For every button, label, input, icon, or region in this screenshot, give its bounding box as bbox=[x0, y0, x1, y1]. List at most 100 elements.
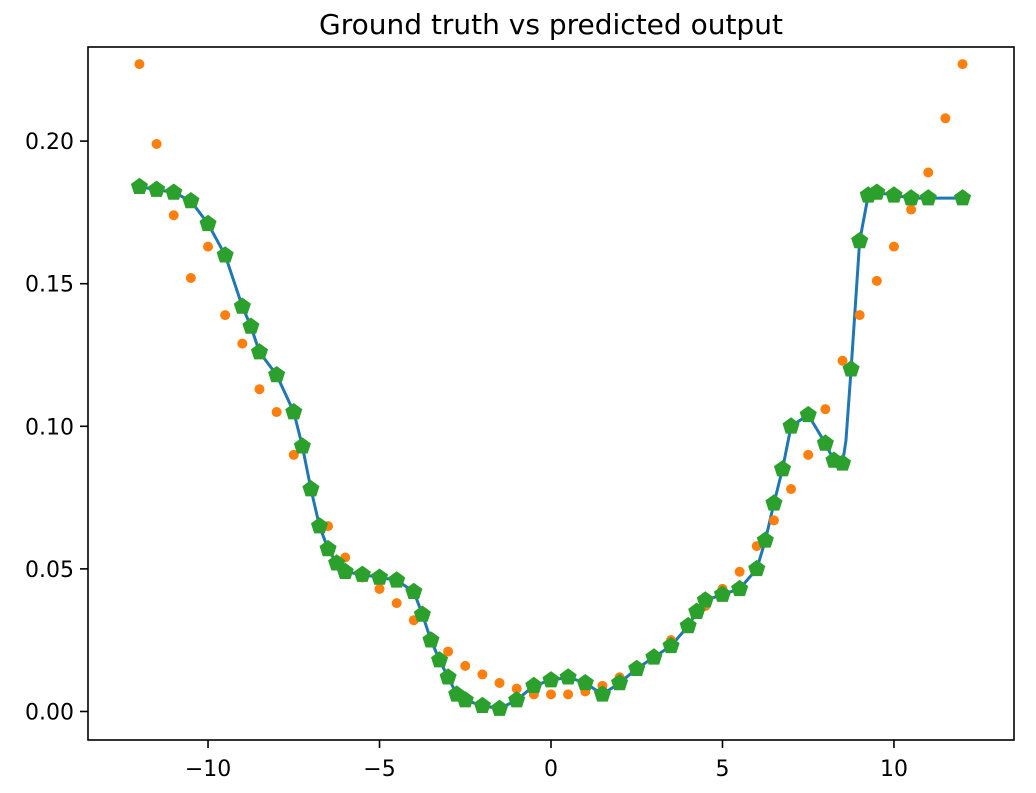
x-tick-label: 0 bbox=[544, 757, 558, 782]
data-point bbox=[374, 583, 385, 594]
data-marker bbox=[559, 668, 577, 685]
data-marker bbox=[542, 671, 560, 688]
data-marker bbox=[216, 246, 234, 263]
y-axis: 0.00 0.05 0.10 0.15 0.20 bbox=[25, 130, 88, 725]
data-marker bbox=[388, 571, 406, 588]
data-marker bbox=[293, 437, 311, 454]
data-point bbox=[494, 677, 505, 688]
y-tick-label: 0.20 bbox=[25, 130, 74, 155]
data-point bbox=[203, 241, 214, 252]
data-point bbox=[391, 598, 402, 609]
data-point bbox=[511, 683, 522, 694]
y-tick-label: 0.10 bbox=[25, 415, 74, 440]
data-marker bbox=[902, 189, 920, 206]
plot-frame bbox=[87, 46, 1015, 741]
data-marker bbox=[748, 559, 766, 577]
y-tick-label: 0.15 bbox=[25, 273, 74, 298]
data-marker bbox=[731, 579, 749, 597]
data-point bbox=[288, 449, 299, 460]
x-tick-label: 10 bbox=[880, 757, 908, 782]
chart-title: Ground truth vs predicted output bbox=[319, 8, 783, 41]
data-marker bbox=[508, 691, 526, 708]
data-marker bbox=[842, 360, 860, 377]
data-point bbox=[923, 167, 934, 178]
data-point bbox=[546, 689, 556, 700]
data-marker bbox=[353, 565, 371, 582]
data-point bbox=[786, 484, 797, 495]
data-marker bbox=[868, 183, 886, 200]
data-marker bbox=[370, 568, 389, 585]
data-point bbox=[768, 515, 779, 526]
data-marker bbox=[336, 562, 354, 580]
series-dots bbox=[134, 59, 968, 700]
series-line bbox=[139, 185, 963, 711]
data-marker bbox=[242, 317, 260, 334]
data-marker bbox=[851, 231, 869, 249]
data-point bbox=[460, 660, 471, 671]
data-marker bbox=[833, 454, 852, 471]
data-marker bbox=[679, 616, 697, 634]
data-marker bbox=[199, 214, 217, 232]
data-marker bbox=[268, 365, 286, 383]
x-axis: −10 −5 0 5 10 bbox=[185, 740, 908, 782]
data-marker bbox=[696, 591, 714, 608]
data-marker bbox=[456, 691, 474, 708]
data-marker bbox=[713, 585, 732, 602]
data-point bbox=[906, 204, 917, 215]
data-marker bbox=[233, 297, 251, 314]
data-point bbox=[168, 210, 179, 221]
data-marker bbox=[954, 189, 972, 206]
data-point bbox=[871, 275, 882, 286]
data-marker bbox=[662, 636, 680, 654]
x-tick-label: 5 bbox=[715, 757, 729, 782]
data-point bbox=[151, 138, 162, 149]
data-point bbox=[837, 355, 848, 366]
data-marker bbox=[765, 494, 783, 511]
data-point bbox=[443, 646, 454, 657]
data-marker bbox=[885, 186, 903, 203]
data-point bbox=[957, 59, 968, 70]
data-marker bbox=[430, 651, 449, 668]
data-point bbox=[237, 338, 248, 349]
data-marker bbox=[473, 696, 491, 714]
data-marker bbox=[525, 676, 543, 694]
data-point bbox=[134, 59, 145, 70]
data-marker bbox=[611, 673, 629, 691]
data-point bbox=[803, 449, 814, 460]
data-marker bbox=[319, 539, 337, 557]
series-layer bbox=[130, 59, 972, 716]
data-marker bbox=[919, 189, 937, 206]
series-line bbox=[139, 185, 963, 711]
data-marker bbox=[148, 180, 166, 197]
data-marker bbox=[491, 699, 509, 716]
data-marker bbox=[782, 417, 800, 434]
data-point bbox=[734, 566, 745, 577]
data-point bbox=[220, 310, 231, 321]
data-marker bbox=[593, 685, 611, 702]
data-marker bbox=[645, 648, 663, 665]
data-marker bbox=[799, 405, 817, 423]
data-point bbox=[854, 310, 865, 321]
series-markers bbox=[130, 177, 972, 716]
data-marker bbox=[302, 480, 320, 497]
data-point bbox=[254, 384, 265, 395]
data-marker bbox=[756, 531, 774, 548]
data-marker bbox=[250, 343, 269, 360]
data-marker bbox=[165, 183, 183, 200]
data-marker bbox=[576, 673, 594, 691]
data-marker bbox=[182, 192, 200, 209]
data-marker bbox=[628, 659, 646, 676]
data-point bbox=[820, 404, 831, 415]
y-tick-label: 0.05 bbox=[25, 558, 74, 583]
data-marker bbox=[405, 582, 423, 599]
data-marker bbox=[422, 631, 440, 648]
data-point bbox=[563, 689, 574, 700]
data-marker bbox=[413, 605, 431, 622]
data-point bbox=[477, 669, 488, 680]
x-tick-label: −10 bbox=[185, 757, 231, 782]
data-point bbox=[888, 241, 899, 252]
y-tick-label: 0.00 bbox=[25, 700, 74, 725]
data-marker bbox=[773, 460, 792, 477]
data-point bbox=[940, 113, 951, 124]
